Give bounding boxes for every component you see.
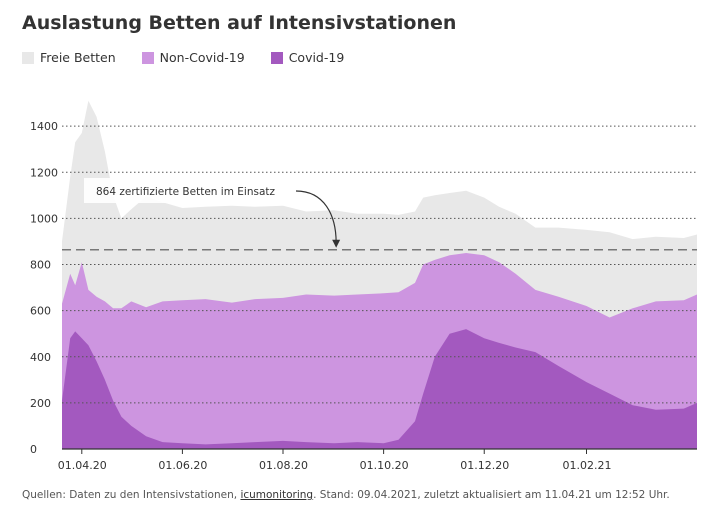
legend-label-covid: Covid-19: [288, 50, 345, 65]
x-tick-label-01.06.20: 01.06.20: [158, 459, 207, 472]
area-covid-19: [62, 329, 697, 449]
y-tick-label-1200: 1200: [30, 166, 58, 179]
legend-item-freie-betten: Freie Betten: [22, 50, 116, 65]
source-note: Quellen: Daten zu den Intensivstationen,…: [22, 489, 670, 501]
source-suffix: . Stand: 09.04.2021, zuletzt aktualisier…: [313, 489, 670, 501]
legend-item-non-covid: Non-Covid-19: [141, 50, 245, 65]
source-prefix: Quellen: Daten zu den Intensivstationen,: [22, 489, 238, 501]
legend-item-covid: Covid-19: [270, 50, 345, 65]
area-chart: 0 200 400 600 800 1000 1200 1400 01.04.20 01.06.2…: [30, 100, 697, 472]
x-tick-label-01.02.21: 01.02.21: [562, 459, 611, 472]
legend-label-non-covid: Non-Covid-19: [159, 50, 245, 65]
x-tick-label-01.12.20: 01.12.20: [460, 459, 509, 472]
annotation-box: [84, 178, 292, 203]
legend-swatch-covid: [270, 51, 283, 64]
y-tick-label-200: 200: [30, 397, 51, 410]
legend: Freie Betten Non-Covid-19 Covid-19: [22, 50, 370, 65]
x-tick-label-01.08.20: 01.08.20: [259, 459, 308, 472]
y-tick-label-800: 800: [30, 259, 51, 272]
x-tick-label-01.04.20: 01.04.20: [58, 459, 107, 472]
annotation-text: 864 zertifizierte Betten im Einsatz: [96, 186, 275, 198]
y-tick-label-0: 0: [30, 443, 37, 456]
y-tick-label-1400: 1400: [30, 120, 58, 133]
legend-swatch-non-covid: [141, 51, 154, 64]
legend-label-freie-betten: Freie Betten: [40, 50, 116, 65]
annotation-arrowhead: [332, 239, 341, 248]
source-link[interactable]: icumonitoring: [240, 489, 314, 501]
x-tick-label-01.10.20: 01.10.20: [360, 459, 409, 472]
y-tick-label-600: 600: [30, 305, 51, 318]
chart-title: Auslastung Betten auf Intensivstationen: [22, 12, 457, 34]
y-tick-label-1000: 1000: [30, 212, 58, 225]
y-tick-label-400: 400: [30, 351, 51, 364]
annotation-arrow: [295, 190, 337, 243]
legend-swatch-freie-betten: [22, 51, 34, 64]
